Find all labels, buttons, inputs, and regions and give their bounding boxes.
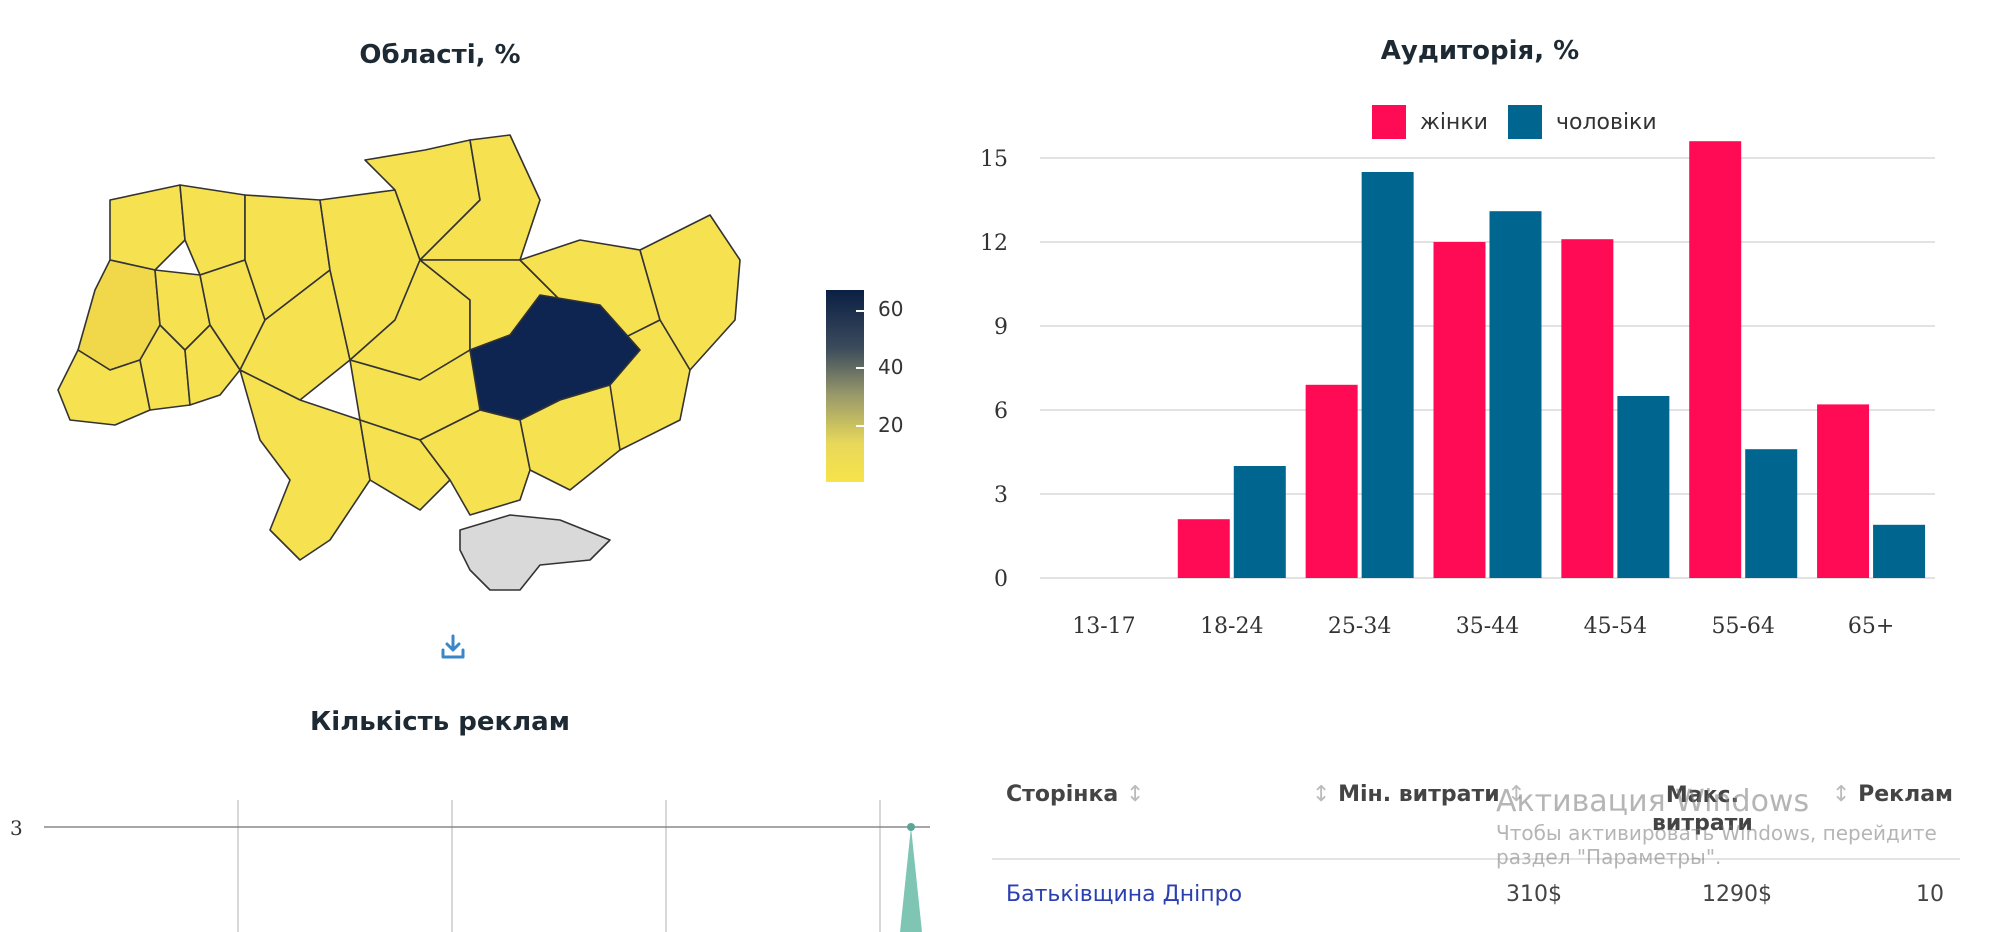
x-tick-label: 55-64 xyxy=(1712,614,1775,639)
table-header-divider xyxy=(992,858,1960,860)
th-max-spend-label-2: витрати xyxy=(1652,811,1753,836)
bar-men-55-64 xyxy=(1745,449,1798,578)
legend-women-swatch xyxy=(1372,105,1406,139)
y-tick-label: 3 xyxy=(994,483,1008,508)
map-colorbar xyxy=(826,290,864,482)
download-icon[interactable] xyxy=(438,632,468,662)
x-tick-label: 25-34 xyxy=(1328,614,1391,639)
audience-bar-chart: 0 3 6 9 12 15 13-17 18-24 25-34 35-44 45-54 55-64 65… xyxy=(980,141,1935,639)
ukraine-map xyxy=(57,134,741,591)
th-ads[interactable]: ↕ Реклам xyxy=(1832,782,1953,807)
th-min-spend-label: Мін. витрати xyxy=(1338,782,1500,807)
audience-title: Аудиторія, % xyxy=(1380,36,1580,66)
count-point xyxy=(907,823,915,831)
watermark-line-1: Активация Windows xyxy=(1496,784,1810,819)
legend-women[interactable]: жінки xyxy=(1372,105,1488,139)
th-ads-label: Реклам xyxy=(1858,782,1954,807)
count-chart-title: Кількість реклам xyxy=(310,707,570,737)
count-spike xyxy=(900,827,922,932)
y-tick-label: 9 xyxy=(994,315,1008,340)
region-mykolaiv[interactable] xyxy=(359,419,451,511)
y-tick-label: 0 xyxy=(994,567,1008,592)
legend-men[interactable]: чоловіки xyxy=(1508,105,1657,139)
table-row-min: 310$ xyxy=(1506,882,1562,907)
windows-activation-watermark: Активация Windows Чтобы активировать Win… xyxy=(1496,784,1937,869)
legend-men-label: чоловіки xyxy=(1556,109,1657,135)
y-tick-label: 12 xyxy=(980,231,1008,256)
colorbar-tick-20: 20 xyxy=(878,413,904,437)
watermark-line-2: Чтобы активировать Windows, перейдите xyxy=(1496,821,1937,845)
sort-icon: ↕ xyxy=(1125,782,1145,807)
y-tick-label: 6 xyxy=(994,399,1008,424)
bar-men-35-44 xyxy=(1489,211,1542,578)
table-row-page[interactable]: Батьківщина Дніпро xyxy=(1006,882,1242,907)
legend-men-swatch xyxy=(1508,105,1542,139)
bar-women-65+ xyxy=(1817,404,1870,578)
count-y-tick-3: 3 xyxy=(10,816,23,840)
bar-men-45-54 xyxy=(1617,396,1670,578)
page-link[interactable]: Батьківщина Дніпро xyxy=(1006,882,1243,907)
region-chernivtsi[interactable] xyxy=(184,324,241,406)
count-chart: 3 xyxy=(10,800,930,932)
bar-men-25-34 xyxy=(1361,172,1414,578)
th-min-spend[interactable]: ↕ Мін. витрати ↕ xyxy=(1312,782,1526,807)
region-crimea xyxy=(459,514,611,591)
bar-women-18-24 xyxy=(1177,519,1230,578)
th-page[interactable]: Сторінка ↕ xyxy=(1006,782,1144,807)
bar-women-35-44 xyxy=(1433,242,1486,578)
x-tick-label: 13-17 xyxy=(1072,614,1135,639)
region-odesa[interactable] xyxy=(239,369,371,561)
th-max-spend[interactable]: Макс. витрати xyxy=(1652,782,1753,838)
sort-icon: ↕ xyxy=(1832,782,1851,807)
region-kherson[interactable] xyxy=(419,409,531,516)
x-tick-label: 65+ xyxy=(1848,614,1894,639)
table-row-ads: 10 xyxy=(1916,882,1944,907)
table-row-max: 1290$ xyxy=(1702,882,1772,907)
colorbar-tick-60: 60 xyxy=(878,297,904,321)
sort-icon: ↕ xyxy=(1507,782,1526,807)
x-tick-label: 18-24 xyxy=(1200,614,1263,639)
x-tick-label: 35-44 xyxy=(1456,614,1519,639)
bar-men-65+ xyxy=(1873,524,1926,578)
bar-women-25-34 xyxy=(1305,384,1358,578)
th-max-spend-label-1: Макс. xyxy=(1665,783,1739,808)
x-tick-label: 45-54 xyxy=(1584,614,1647,639)
sort-icon: ↕ xyxy=(1312,782,1331,807)
legend-women-label: жінки xyxy=(1420,109,1488,135)
watermark-line-3: раздел "Параметры". xyxy=(1496,845,1722,869)
y-tick-label: 15 xyxy=(980,147,1008,172)
bar-men-18-24 xyxy=(1233,466,1286,578)
map-title: Області, % xyxy=(359,40,521,70)
bar-women-45-54 xyxy=(1561,239,1614,578)
th-page-label: Сторінка xyxy=(1006,782,1119,807)
bar-women-55-64 xyxy=(1689,141,1742,578)
region-vinnytsia[interactable] xyxy=(239,269,351,401)
region-rivne[interactable] xyxy=(179,184,246,276)
colorbar-tick-40: 40 xyxy=(878,355,904,379)
region-volyn[interactable] xyxy=(109,184,186,271)
